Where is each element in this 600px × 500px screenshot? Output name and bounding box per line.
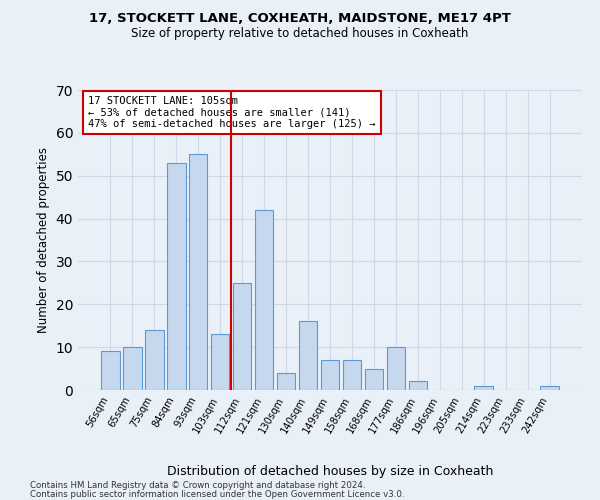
Bar bbox=[409, 382, 427, 390]
Bar bbox=[255, 210, 274, 390]
Bar bbox=[145, 330, 164, 390]
Bar bbox=[299, 322, 317, 390]
Bar bbox=[365, 368, 383, 390]
Bar bbox=[211, 334, 229, 390]
Text: 17, STOCKETT LANE, COXHEATH, MAIDSTONE, ME17 4PT: 17, STOCKETT LANE, COXHEATH, MAIDSTONE, … bbox=[89, 12, 511, 26]
Bar bbox=[475, 386, 493, 390]
Text: Distribution of detached houses by size in Coxheath: Distribution of detached houses by size … bbox=[167, 465, 493, 478]
Text: Size of property relative to detached houses in Coxheath: Size of property relative to detached ho… bbox=[131, 28, 469, 40]
Bar bbox=[123, 347, 142, 390]
Bar bbox=[189, 154, 208, 390]
Bar bbox=[386, 347, 405, 390]
Bar bbox=[343, 360, 361, 390]
Bar bbox=[320, 360, 340, 390]
Bar bbox=[541, 386, 559, 390]
Text: 17 STOCKETT LANE: 105sqm
← 53% of detached houses are smaller (141)
47% of semi-: 17 STOCKETT LANE: 105sqm ← 53% of detach… bbox=[88, 96, 376, 129]
Bar bbox=[167, 163, 185, 390]
Bar bbox=[101, 352, 119, 390]
Bar bbox=[233, 283, 251, 390]
Bar bbox=[277, 373, 295, 390]
Y-axis label: Number of detached properties: Number of detached properties bbox=[37, 147, 50, 333]
Text: Contains HM Land Registry data © Crown copyright and database right 2024.: Contains HM Land Registry data © Crown c… bbox=[30, 481, 365, 490]
Text: Contains public sector information licensed under the Open Government Licence v3: Contains public sector information licen… bbox=[30, 490, 404, 499]
